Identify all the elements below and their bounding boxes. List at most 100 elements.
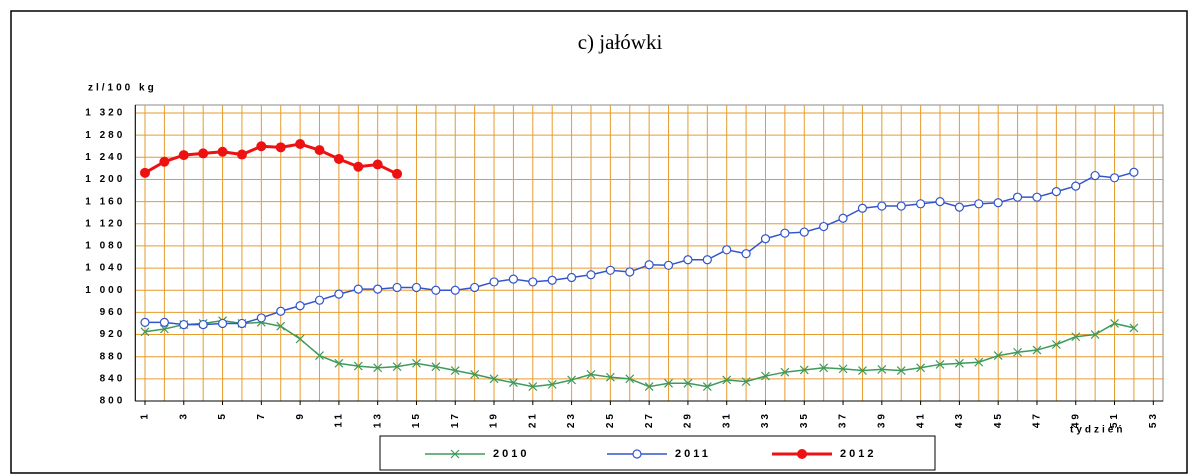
marker (877, 201, 887, 211)
x-tick-label: 43 (954, 411, 965, 428)
marker (741, 249, 751, 259)
marker (838, 364, 848, 374)
marker (857, 203, 868, 213)
marker (334, 358, 344, 368)
marker (664, 378, 673, 388)
x-tick-label: 27 (644, 411, 655, 428)
marker (295, 139, 306, 150)
marker (625, 374, 635, 384)
x-tick-label: 23 (566, 411, 577, 428)
marker (353, 161, 364, 172)
marker (139, 167, 150, 178)
y-tick-label: 1 160 (85, 196, 125, 207)
marker (780, 228, 790, 238)
marker (528, 382, 538, 392)
marker (256, 313, 266, 323)
marker (1129, 167, 1139, 177)
marker (392, 282, 402, 293)
marker (276, 321, 286, 331)
marker (799, 227, 809, 237)
marker (1071, 181, 1081, 191)
marker (392, 362, 402, 372)
x-tick-label: 41 (915, 411, 926, 428)
marker (295, 301, 305, 311)
marker (431, 362, 441, 372)
marker (353, 284, 363, 294)
marker (935, 197, 945, 207)
x-tick-label: 13 (372, 411, 383, 428)
y-tick-label: 840 (100, 373, 126, 384)
marker (140, 317, 150, 327)
x-tick-label: 11 (334, 411, 345, 428)
marker (1090, 330, 1100, 339)
marker (373, 284, 383, 294)
marker (722, 245, 732, 255)
x-axis-label: tydzień (1070, 425, 1125, 436)
marker (547, 275, 557, 285)
x-tick-label: 29 (683, 411, 694, 428)
y-tick-label: 960 (100, 307, 126, 318)
marker (722, 375, 732, 385)
x-tick-label: 47 (1032, 411, 1043, 428)
marker (683, 255, 693, 265)
x-tick-label: 7 (256, 411, 267, 420)
marker (178, 150, 189, 161)
y-tick-label: 1 280 (85, 130, 125, 141)
marker (528, 277, 538, 287)
marker (935, 360, 945, 369)
y-tick-label: 1 000 (85, 285, 125, 296)
marker (1129, 323, 1139, 333)
marker (1071, 332, 1081, 342)
marker (605, 265, 615, 275)
x-tick-label: 25 (605, 411, 616, 428)
marker (760, 234, 771, 244)
x-tick-label: 35 (799, 411, 810, 428)
x-tick-label: 17 (450, 411, 461, 428)
marker (896, 201, 906, 211)
y-tick-label: 1 080 (85, 241, 125, 252)
marker (411, 282, 422, 293)
x-tick-label: 19 (489, 411, 500, 428)
x-tick-label: 51 (1109, 411, 1120, 428)
y-tick-label: 920 (100, 329, 126, 340)
marker (489, 374, 499, 384)
marker (1012, 192, 1023, 202)
marker (625, 267, 635, 277)
marker (470, 369, 480, 379)
marker (858, 366, 867, 375)
marker (567, 375, 577, 385)
chart-title: c) jałówki (578, 30, 663, 54)
marker (954, 202, 964, 212)
marker (237, 318, 247, 329)
marker (412, 358, 421, 368)
marker (632, 449, 642, 459)
marker (508, 274, 519, 284)
marker (954, 358, 964, 368)
marker (275, 142, 286, 153)
marker (373, 363, 383, 373)
marker (1013, 347, 1022, 357)
y-tick-label: 1 040 (85, 263, 125, 274)
marker (470, 282, 480, 293)
marker (819, 221, 829, 232)
marker (974, 199, 984, 209)
marker (605, 372, 615, 382)
x-tick-label: 15 (411, 411, 422, 428)
x-tick-label: 3 (178, 411, 189, 420)
marker (489, 277, 499, 287)
x-tick-label: 53 (1148, 411, 1159, 428)
y-tick-label: 1 120 (85, 218, 125, 229)
marker (644, 382, 654, 392)
marker (198, 148, 209, 159)
legend-label: 2010 (493, 448, 529, 460)
marker (1110, 319, 1119, 328)
marker (450, 449, 460, 459)
marker (761, 371, 770, 381)
legend (379, 435, 936, 471)
marker (334, 289, 344, 299)
x-tick-label: 37 (838, 411, 849, 428)
marker (1051, 187, 1061, 197)
marker (353, 361, 363, 371)
x-tick-label: 39 (876, 411, 887, 428)
marker (586, 369, 596, 379)
